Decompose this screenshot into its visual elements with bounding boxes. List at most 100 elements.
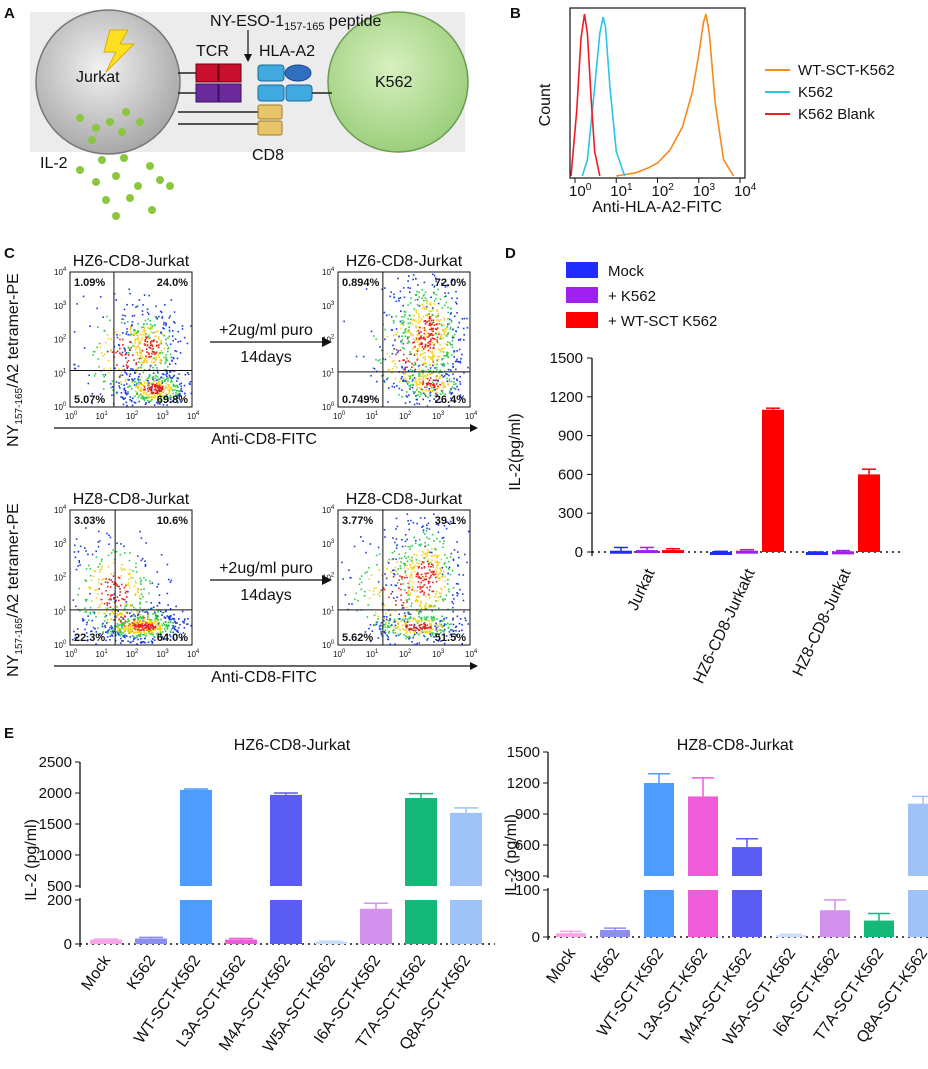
flow-event — [137, 634, 140, 636]
flow-event — [440, 631, 442, 634]
flow-event — [435, 328, 437, 330]
flow-plot-0: 1.09% 24.0%5.07% 69.8%HZ6-CD8-Jurkat100100… — [54, 253, 200, 421]
il2-molecule-dot — [134, 182, 142, 190]
flow-event — [404, 540, 407, 543]
flow-event — [117, 614, 119, 616]
flow-event — [420, 318, 423, 320]
flow-event — [403, 612, 406, 614]
flow-event — [444, 386, 446, 388]
flow-event — [156, 623, 159, 626]
flow-event — [417, 325, 420, 328]
flow-event — [155, 356, 157, 358]
flow-event — [424, 345, 427, 348]
flow-event — [88, 564, 90, 567]
flow-event — [102, 354, 104, 357]
flow-event — [119, 634, 122, 637]
flow-event — [443, 333, 445, 336]
flow-event — [432, 379, 435, 381]
flow-event — [406, 329, 409, 332]
e-right-y-label: IL-2 (pg/ml) — [503, 814, 520, 896]
flow-event — [161, 388, 164, 390]
flow-event — [387, 636, 389, 638]
flow-event — [434, 605, 436, 607]
flow-event — [155, 379, 158, 381]
flow-event — [166, 371, 168, 373]
flow-event — [458, 361, 460, 363]
flow-event — [400, 327, 402, 330]
flow-event — [389, 619, 391, 621]
flow-event — [152, 638, 154, 640]
flow-event — [116, 606, 118, 608]
flow-event — [401, 367, 404, 369]
flow-event — [98, 612, 100, 614]
flow-event — [400, 599, 402, 601]
il2-dots — [76, 108, 174, 220]
flow-event — [427, 551, 430, 554]
flow-event — [412, 319, 415, 321]
flow-event — [109, 614, 111, 616]
flow-event — [397, 582, 399, 584]
flow-event — [405, 625, 407, 627]
flow-event — [414, 380, 416, 382]
flow-event — [144, 632, 146, 634]
flow-event — [174, 338, 177, 340]
flow-event — [430, 624, 433, 627]
flow-event — [412, 636, 414, 639]
flow-event — [146, 628, 149, 630]
flow-event — [436, 388, 438, 391]
flow-event — [108, 372, 110, 374]
flow-x-tick: 101 — [96, 411, 109, 421]
flow-event — [147, 630, 150, 632]
flow-event — [401, 578, 403, 580]
flow-event — [119, 352, 121, 354]
flow-event — [428, 388, 431, 390]
flow-event — [154, 331, 156, 334]
flow-event — [138, 342, 140, 344]
flow-event — [438, 634, 440, 637]
flow-event — [416, 565, 419, 567]
e-bar-1 — [600, 929, 630, 937]
flow-event — [395, 604, 397, 606]
flow-event — [138, 621, 141, 624]
flow-event — [122, 344, 124, 346]
flow-event — [158, 594, 161, 596]
flow-event — [165, 357, 168, 359]
flow-event — [416, 590, 418, 592]
flow-event — [444, 355, 447, 357]
flow-event — [341, 561, 343, 564]
flow-event — [385, 577, 388, 580]
flow-event — [423, 627, 426, 630]
flow-event — [138, 597, 141, 600]
flow-event — [396, 570, 398, 572]
flow-event — [158, 343, 161, 345]
flow-event — [124, 378, 127, 381]
flow-event — [161, 317, 163, 319]
flow-event — [187, 373, 190, 376]
flow-event — [145, 357, 147, 359]
flow-event — [426, 627, 428, 629]
flow-event — [432, 347, 435, 350]
flow-event — [153, 324, 156, 327]
flow-event — [449, 633, 452, 636]
flow-event — [455, 634, 457, 636]
flow-event — [373, 587, 375, 590]
flow-event — [408, 523, 410, 525]
flow-event — [139, 616, 142, 618]
flow-event — [430, 566, 432, 568]
flow-event — [432, 590, 435, 593]
flow-event — [418, 387, 421, 389]
flow-event — [134, 594, 136, 597]
flow-event — [166, 615, 169, 617]
flow-event — [387, 368, 390, 371]
flow-event — [107, 554, 110, 557]
flow-event — [413, 623, 416, 626]
flow-event — [139, 607, 141, 609]
flow-event — [168, 615, 171, 618]
flow-event — [167, 384, 169, 386]
flow-event — [115, 634, 117, 637]
flow-event — [156, 376, 159, 378]
flow-event — [428, 332, 430, 335]
flow-event — [132, 620, 135, 622]
flow-event — [448, 380, 450, 383]
flow-event — [447, 588, 450, 591]
